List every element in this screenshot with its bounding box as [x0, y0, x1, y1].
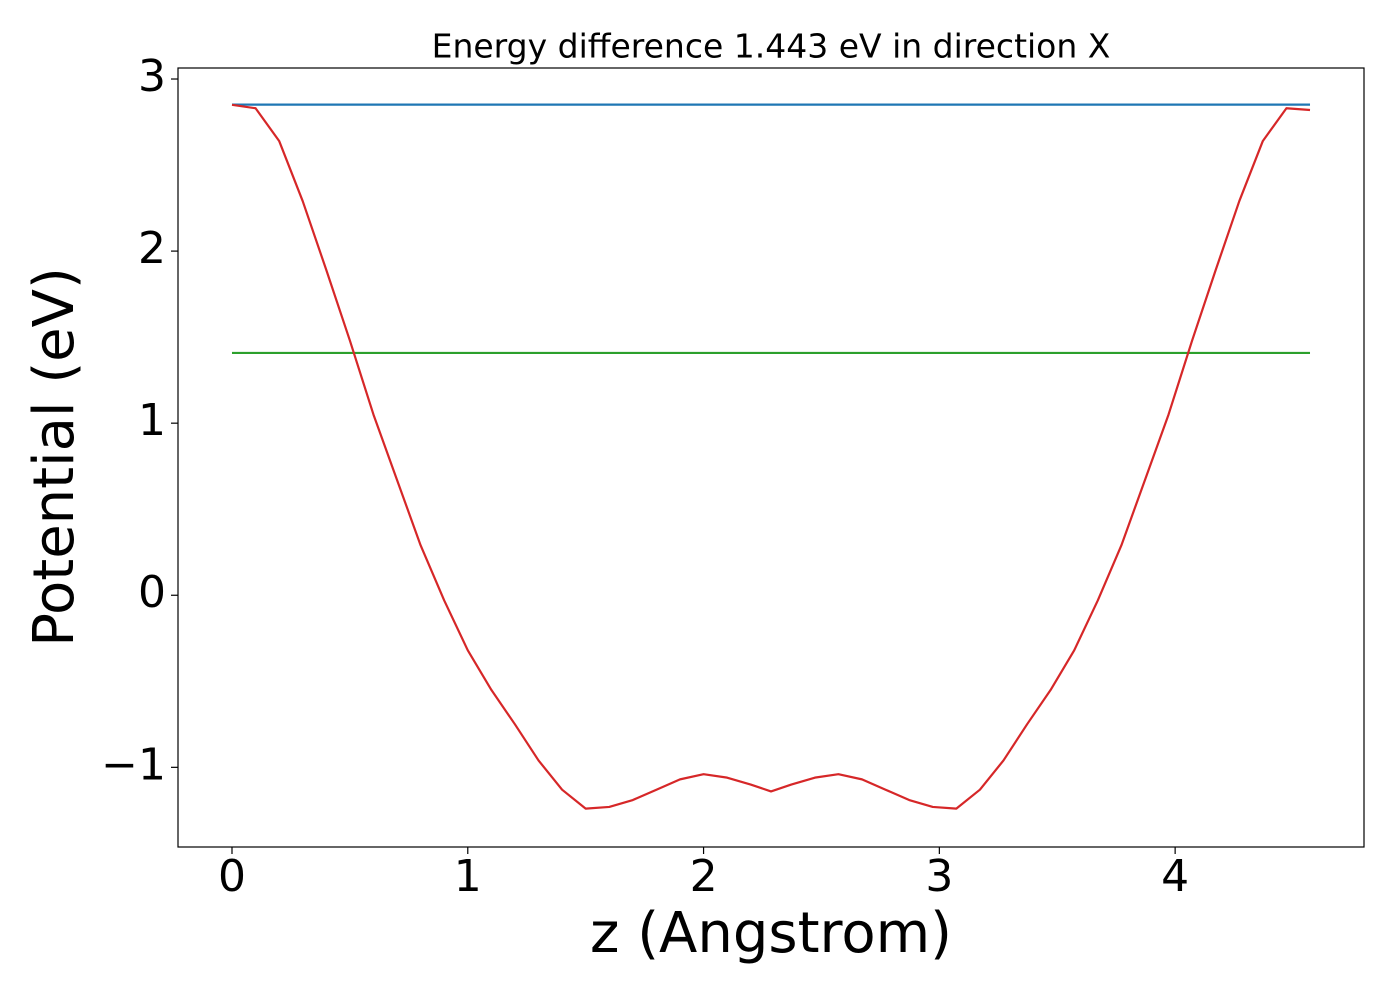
line-series [231, 103, 1311, 810]
y-tick-label: −1 [101, 739, 166, 790]
y-axis-label: Potential (eV) [22, 267, 87, 647]
x-tick-label: 1 [454, 851, 482, 902]
x-tick-label: 0 [218, 851, 246, 902]
x-tick-label: 2 [690, 851, 718, 902]
y-tick-label: 3 [138, 51, 166, 102]
x-tick-label: 3 [925, 851, 953, 902]
y-tick-label: 1 [138, 395, 166, 446]
x-axis-label: z (Angstrom) [590, 901, 952, 966]
y-tick-label: 2 [138, 223, 166, 274]
plot-frame [177, 67, 1365, 848]
chart-title: Energy difference 1.443 eV in direction … [432, 27, 1111, 66]
y-tick-label: 0 [138, 567, 166, 618]
x-tick-label: 4 [1161, 851, 1189, 902]
